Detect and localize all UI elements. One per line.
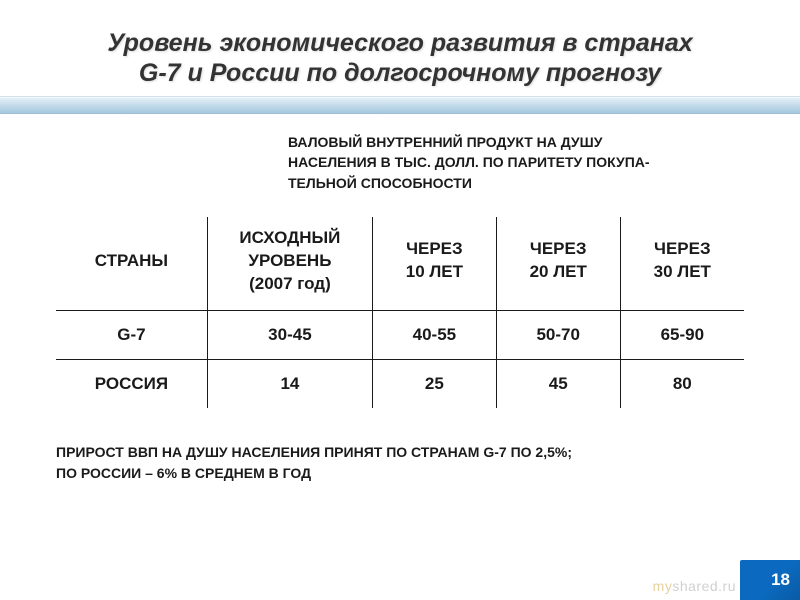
subtitle: ВАЛОВЫЙ ВНУТРЕННИЙ ПРОДУКТ НА ДУШУ НАСЕЛ… (288, 132, 752, 193)
col-30yr-l2: 30 ЛЕТ (654, 262, 711, 281)
col-20yr: ЧЕРЕЗ 20 ЛЕТ (496, 217, 620, 310)
col-baseline: ИСХОДНЫЙ УРОВЕНЬ (2007 год) (207, 217, 372, 310)
title-line-1: Уровень экономического развития в страна… (107, 29, 692, 57)
slide-title: Уровень экономического развития в страна… (48, 28, 752, 88)
table-row: G-7 30-45 40-55 50-70 65-90 (56, 310, 744, 359)
watermark: myshared.ru (653, 578, 736, 594)
col-10yr: ЧЕРЕЗ 10 ЛЕТ (372, 217, 496, 310)
subtitle-line-2: НАСЕЛЕНИЯ В ТЫС. ДОЛЛ. ПО ПАРИТЕТУ ПОКУП… (288, 154, 650, 170)
row-russia-c2: 25 (372, 359, 496, 408)
col-30yr: ЧЕРЕЗ 30 ЛЕТ (620, 217, 744, 310)
col-countries: СТРАНЫ (56, 217, 207, 310)
page-number: 18 (771, 570, 790, 590)
row-g7-label: G-7 (56, 310, 207, 359)
row-g7-c2: 40-55 (372, 310, 496, 359)
col-baseline-l3: (2007 год) (249, 274, 331, 293)
table-header-row: СТРАНЫ ИСХОДНЫЙ УРОВЕНЬ (2007 год) ЧЕРЕЗ… (56, 217, 744, 310)
col-20yr-l1: ЧЕРЕЗ (530, 239, 587, 258)
table-row: РОССИЯ 14 25 45 80 (56, 359, 744, 408)
watermark-suffix: shared.ru (672, 578, 736, 594)
col-10yr-l1: ЧЕРЕЗ (406, 239, 463, 258)
row-russia-c1: 14 (207, 359, 372, 408)
page-number-badge: 18 (740, 560, 800, 600)
footnote-line-1: ПРИРОСТ ВВП НА ДУШУ НАСЕЛЕНИЯ ПРИНЯТ ПО … (56, 444, 572, 460)
col-baseline-l1: ИСХОДНЫЙ (239, 228, 340, 247)
col-30yr-l1: ЧЕРЕЗ (654, 239, 711, 258)
data-table-wrap: СТРАНЫ ИСХОДНЫЙ УРОВЕНЬ (2007 год) ЧЕРЕЗ… (48, 217, 752, 408)
row-russia-c4: 80 (620, 359, 744, 408)
subtitle-line-3: ТЕЛЬНОЙ СПОСОБНОСТИ (288, 175, 472, 191)
col-baseline-l2: УРОВЕНЬ (248, 251, 331, 270)
row-russia-label: РОССИЯ (56, 359, 207, 408)
footnote-line-2: ПО РОССИИ – 6% В СРЕДНЕМ В ГОД (56, 465, 311, 481)
row-russia-c3: 45 (496, 359, 620, 408)
footnote: ПРИРОСТ ВВП НА ДУШУ НАСЕЛЕНИЯ ПРИНЯТ ПО … (48, 442, 752, 485)
row-g7-c4: 65-90 (620, 310, 744, 359)
col-20yr-l2: 20 ЛЕТ (530, 262, 587, 281)
row-g7-c1: 30-45 (207, 310, 372, 359)
row-g7-c3: 50-70 (496, 310, 620, 359)
col-10yr-l2: 10 ЛЕТ (406, 262, 463, 281)
col-countries-label: СТРАНЫ (95, 251, 168, 270)
subtitle-line-1: ВАЛОВЫЙ ВНУТРЕННИЙ ПРОДУКТ НА ДУШУ (288, 134, 602, 150)
title-line-2: G-7 и России по долгосрочному прогнозу (139, 59, 661, 87)
watermark-prefix: my (653, 578, 673, 594)
header-divider (0, 96, 800, 114)
data-table: СТРАНЫ ИСХОДНЫЙ УРОВЕНЬ (2007 год) ЧЕРЕЗ… (56, 217, 744, 408)
slide: Уровень экономического развития в страна… (0, 0, 800, 600)
